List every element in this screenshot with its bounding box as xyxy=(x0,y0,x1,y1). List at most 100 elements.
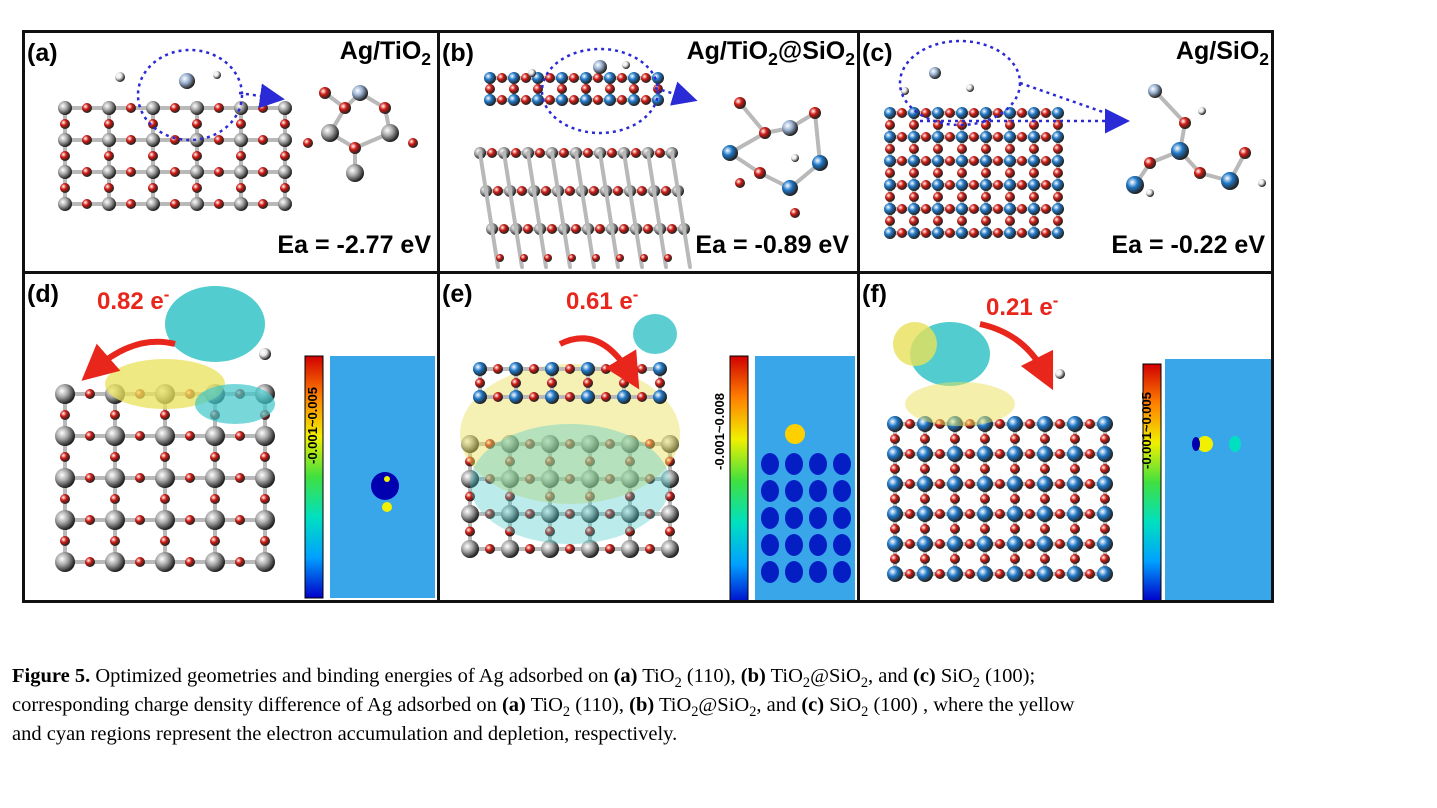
oxygen-atom xyxy=(408,138,418,148)
titanium-atom xyxy=(661,470,679,488)
oxygen-atom xyxy=(640,254,648,262)
silicon-atom xyxy=(1028,131,1040,143)
silicon-atom xyxy=(604,72,616,84)
silicon-atom xyxy=(908,131,920,143)
oxygen-atom xyxy=(525,439,535,449)
titanium-atom xyxy=(541,505,559,523)
silicon-atom xyxy=(782,180,798,196)
oxygen-atom xyxy=(995,509,1005,519)
silicon-atom xyxy=(1052,107,1064,119)
oxygen-atom xyxy=(754,167,766,179)
silicon-atom xyxy=(628,94,640,106)
oxygen-atom xyxy=(980,464,990,474)
oxygen-atom xyxy=(465,526,475,537)
silicon-atom xyxy=(908,227,920,239)
density-isosurface xyxy=(785,424,805,444)
panel-label: (d) xyxy=(27,280,59,308)
oxygen-atom xyxy=(920,494,930,504)
highlight-ring xyxy=(540,47,660,135)
density-isosurface xyxy=(761,534,779,556)
oxygen-atom xyxy=(85,473,95,483)
oxygen-atom xyxy=(969,156,979,166)
binding-energy: Ea = -0.89 eV xyxy=(695,231,849,259)
oxygen-atom xyxy=(950,434,960,444)
oxygen-atom xyxy=(645,439,655,449)
oxygen-atom xyxy=(236,119,246,129)
silicon-atom xyxy=(884,179,896,191)
silicon-atom xyxy=(556,94,568,106)
silicon-atom xyxy=(722,145,738,161)
oxygen-atom xyxy=(545,456,555,467)
titanium-atom xyxy=(461,505,479,523)
titanium-atom xyxy=(105,510,125,530)
oxygen-atom xyxy=(565,439,575,449)
oxygen-atom xyxy=(935,449,945,459)
density-isosurface xyxy=(371,472,399,500)
oxygen-atom xyxy=(1055,539,1065,549)
titanium-atom xyxy=(381,124,399,142)
density-isosurface xyxy=(833,561,851,583)
oxygen-atom xyxy=(545,491,555,502)
silicon-atom xyxy=(1004,155,1016,167)
oxygen-atom xyxy=(509,84,519,94)
oxygen-atom xyxy=(933,216,943,226)
oxygen-atom xyxy=(1085,509,1095,519)
silicon-atom xyxy=(884,131,896,143)
binding-energy: Ea = -0.22 eV xyxy=(1111,231,1265,259)
tio2-sio2-structure-image xyxy=(474,47,828,269)
oxygen-atom xyxy=(260,494,270,504)
oxygen-atom xyxy=(135,515,145,525)
oxygen-atom xyxy=(497,73,507,83)
silicon-atom xyxy=(887,446,903,462)
oxygen-atom xyxy=(475,378,485,388)
silicon-atom xyxy=(908,179,920,191)
panel-b: (b) Ag/TiO2@SiO2 Ea = -0.89 eV xyxy=(440,33,857,271)
silicon-atom xyxy=(956,203,968,215)
oxygen-atom xyxy=(505,456,515,467)
bond xyxy=(598,151,608,193)
density-isosurface xyxy=(761,480,779,502)
oxygen-atom xyxy=(258,103,268,113)
bond xyxy=(682,227,692,269)
oxygen-atom xyxy=(957,144,967,154)
oxygen-atom xyxy=(1029,144,1039,154)
oxygen-atom xyxy=(1029,192,1039,202)
oxygen-atom xyxy=(126,103,136,113)
oxygen-atom xyxy=(613,186,623,196)
binding-energy: Ea = -2.77 eV xyxy=(277,231,431,259)
oxygen-atom xyxy=(214,135,224,145)
zoom-arrow xyxy=(238,83,285,109)
oxygen-atom xyxy=(965,449,975,459)
oxygen-atom xyxy=(585,526,595,537)
silicon-atom xyxy=(980,227,992,239)
oxygen-atom xyxy=(905,419,915,429)
oxygen-atom xyxy=(85,557,95,567)
density-isosurface xyxy=(195,384,275,424)
bond xyxy=(652,189,662,231)
oxygen-atom xyxy=(1040,464,1050,474)
titanium-atom xyxy=(621,435,639,453)
silicon-atom xyxy=(1097,476,1113,492)
titanium-atom xyxy=(105,552,125,572)
titanium-atom xyxy=(146,197,160,211)
silicon-atom xyxy=(556,72,568,84)
silicon-atom xyxy=(812,155,828,171)
oxygen-atom xyxy=(1010,434,1020,444)
titanium-atom xyxy=(105,426,125,446)
oxygen-atom xyxy=(629,84,639,94)
oxygen-atom xyxy=(909,216,919,226)
silicon-atom xyxy=(980,203,992,215)
oxygen-atom xyxy=(945,132,955,142)
oxygen-atom xyxy=(1010,464,1020,474)
silicon-atom xyxy=(580,94,592,106)
oxygen-atom xyxy=(565,364,575,374)
oxygen-atom xyxy=(885,144,895,154)
panel-label: (e) xyxy=(442,280,473,308)
oxygen-atom xyxy=(505,526,515,537)
oxygen-atom xyxy=(980,524,990,534)
titanium-atom xyxy=(581,540,599,558)
oxygen-atom xyxy=(909,192,919,202)
titanium-atom xyxy=(155,426,175,446)
oxygen-atom xyxy=(957,192,967,202)
oxygen-atom xyxy=(950,494,960,504)
